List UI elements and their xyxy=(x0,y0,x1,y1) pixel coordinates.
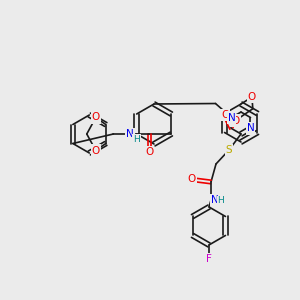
Text: N: N xyxy=(126,129,134,139)
Text: F: F xyxy=(206,254,212,264)
Text: H: H xyxy=(218,196,224,206)
Text: H: H xyxy=(133,134,140,143)
Text: O: O xyxy=(92,146,100,155)
Text: N: N xyxy=(228,112,236,122)
Text: S: S xyxy=(226,145,232,155)
Text: O: O xyxy=(231,116,240,125)
Text: O: O xyxy=(221,110,230,120)
Text: O: O xyxy=(188,174,196,184)
Text: O: O xyxy=(145,147,153,157)
Text: N: N xyxy=(211,195,219,205)
Text: O: O xyxy=(248,92,256,102)
Text: N: N xyxy=(247,124,254,134)
Text: O: O xyxy=(92,112,100,122)
